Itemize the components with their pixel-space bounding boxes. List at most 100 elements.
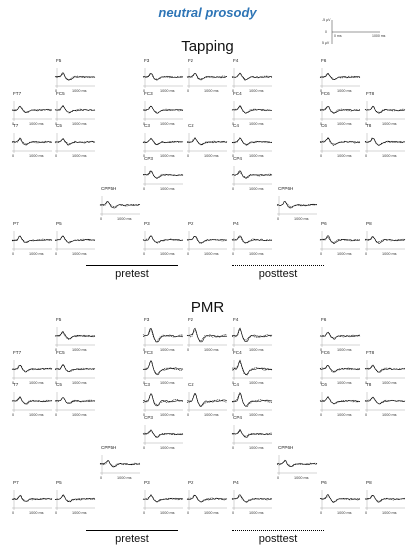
pretest-trace — [187, 73, 228, 81]
erp-panel-cz: Cz 0 1000 ms — [186, 382, 228, 417]
pretest-trace — [54, 331, 96, 340]
tick-0: 0 — [320, 154, 323, 158]
tick-1000: 1000 ms — [72, 413, 87, 417]
pretest-line-tapping — [86, 265, 178, 266]
posttest-trace — [186, 137, 228, 146]
erp-panel-f6: F6 0 1000 ms — [319, 58, 361, 93]
tick-1000: 1000 ms — [72, 154, 87, 158]
tick-1000: 1000 ms — [249, 187, 264, 191]
tick-1000: 1000 ms — [160, 154, 175, 158]
tick-1000: 1000 ms — [249, 122, 264, 126]
scale-zero-label: 0 ms — [334, 34, 342, 38]
channel-label: Cz — [188, 382, 194, 387]
erp-panel-t8: T8 0 1000 ms — [364, 382, 406, 417]
erp-panel-fc4: FC4 0 1000 ms — [231, 91, 273, 126]
pretest-trace — [320, 493, 361, 503]
tick-0: 0 — [232, 413, 235, 417]
channel-label: FC5 — [56, 350, 65, 355]
tick-0: 0 — [277, 217, 280, 221]
channel-label: P3 — [144, 480, 150, 485]
erp-panel-p7: P7 0 1000 ms — [11, 480, 53, 515]
channel-label: FC4 — [233, 350, 242, 355]
posttest-trace — [142, 329, 184, 343]
posttest-trace — [364, 138, 406, 146]
tick-1000: 1000 ms — [337, 511, 352, 515]
section-title-tapping: Tapping — [181, 38, 234, 55]
posttest-trace — [142, 393, 183, 406]
pretest-trace — [142, 105, 184, 114]
erp-panel-c6: C6 0 1000 ms — [319, 123, 361, 158]
channel-label: P8 — [366, 221, 372, 226]
pretest-trace — [364, 105, 406, 114]
pretest-label-pmr: pretest — [115, 533, 149, 545]
tick-0: 0 — [320, 348, 323, 352]
posttest-label-tapping: posttest — [258, 268, 298, 280]
channel-label: C5 — [56, 382, 62, 387]
tick-0: 0 — [55, 413, 58, 417]
pretest-trace — [186, 393, 228, 407]
posttest-trace — [142, 430, 184, 438]
pretest-trace — [364, 364, 405, 373]
pretest-trace — [276, 459, 318, 467]
scale-bar: -5 µV 0 5 µV 1000 ms 0 ms — [322, 18, 392, 46]
pretest-trace — [231, 428, 272, 438]
erp-panel-f4: F4 0 1000 ms — [231, 317, 273, 352]
tick-0: 0 — [187, 511, 190, 515]
pretest-trace — [54, 397, 96, 404]
channel-label: F4 — [233, 58, 239, 63]
tick-0: 0 — [187, 252, 190, 256]
tick-1000: 1000 ms — [204, 89, 219, 93]
posttest-trace — [231, 430, 273, 438]
pretest-trace — [186, 327, 228, 343]
pretest-trace — [319, 396, 361, 405]
pretest-trace — [54, 104, 96, 114]
posttest-trace — [277, 460, 318, 467]
channel-label: P4 — [233, 480, 239, 485]
erp-panel-p4: P4 0 1000 ms — [231, 480, 273, 515]
tick-1000: 1000 ms — [160, 252, 175, 256]
channel-label: FC5 — [56, 91, 65, 96]
posttest-trace — [186, 72, 228, 80]
posttest-trace — [54, 105, 96, 114]
tick-1000: 1000 ms — [337, 381, 352, 385]
pretest-trace — [320, 106, 361, 114]
tick-1000: 1000 ms — [29, 252, 44, 256]
posttest-trace — [364, 105, 406, 113]
tick-0: 0 — [143, 511, 146, 515]
tick-0: 0 — [187, 89, 190, 93]
tick-1000: 1000 ms — [160, 511, 175, 515]
tick-1000: 1000 ms — [160, 446, 175, 450]
tick-0: 0 — [55, 154, 58, 158]
tick-1000: 1000 ms — [337, 348, 352, 352]
channel-label: FT8 — [366, 350, 375, 355]
tick-0: 0 — [320, 252, 323, 256]
erp-panel-p8: P8 0 1000 ms — [364, 480, 406, 515]
erp-panel-ft7: FT7 0 1000 ms — [11, 350, 53, 385]
tick-0: 0 — [12, 154, 15, 158]
channel-label: C3 — [144, 382, 150, 387]
channel-label: FT8 — [366, 91, 375, 96]
channel-label: P6 — [321, 221, 327, 226]
posttest-trace — [142, 73, 184, 80]
tick-1000: 1000 ms — [249, 348, 264, 352]
tick-0: 0 — [55, 511, 58, 515]
posttest-trace — [231, 495, 273, 503]
erp-panel-ft8: FT8 0 1000 ms — [364, 91, 406, 126]
channel-label: FT7 — [13, 350, 22, 355]
pretest-trace — [231, 327, 273, 342]
erp-panel-f4: F4 0 1000 ms — [231, 58, 273, 93]
tick-1000: 1000 ms — [160, 122, 175, 126]
pretest-trace — [319, 364, 361, 373]
tick-1000: 1000 ms — [29, 511, 44, 515]
channel-label: CPP6H — [278, 186, 294, 191]
posttest-trace — [11, 138, 53, 145]
tick-1000: 1000 ms — [29, 154, 44, 158]
scale-time-label: 1000 ms — [372, 34, 386, 38]
posttest-trace — [142, 138, 184, 146]
erp-panel-ft7: FT7 0 1000 ms — [11, 91, 53, 126]
channel-label: CPP6H — [278, 445, 294, 450]
posttest-trace — [142, 105, 183, 114]
posttest-trace — [54, 364, 95, 373]
tick-0: 0 — [232, 252, 235, 256]
erp-panel-cpp5h: CPP5H 0 1000 ms — [99, 445, 141, 480]
